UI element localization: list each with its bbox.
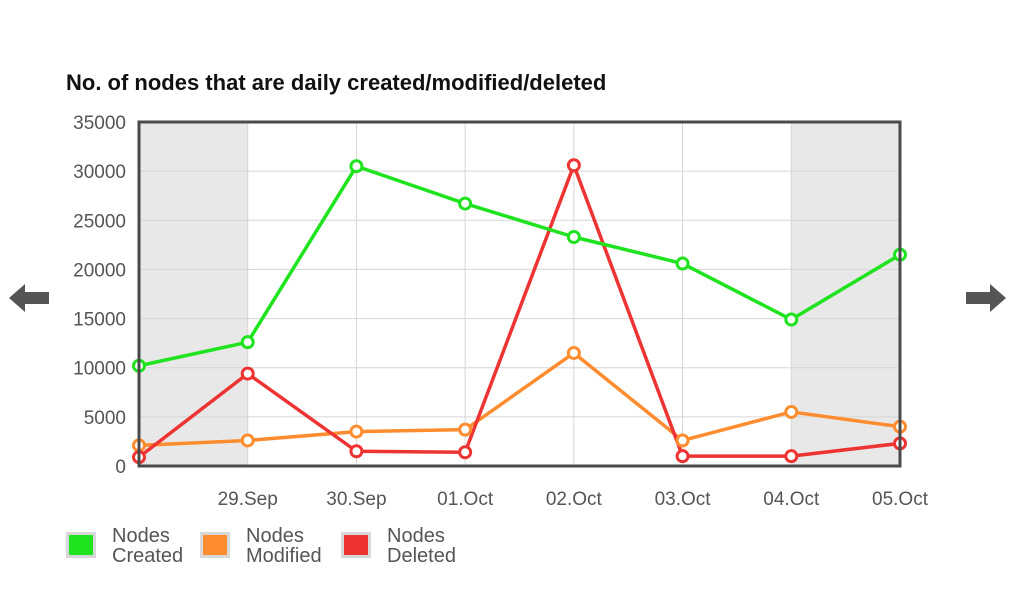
data-point [675, 433, 690, 448]
legend-swatch-created [66, 532, 96, 558]
x-tick-label: 01.Oct [437, 489, 494, 510]
legend-label-modified-line2: Modified [246, 545, 322, 567]
legend-swatch-modified [200, 532, 230, 558]
y-tick-label: 5000 [84, 408, 126, 429]
x-tick-label: 05.Oct [872, 489, 929, 510]
data-point [784, 312, 799, 327]
x-tick-label: 30.Sep [326, 489, 386, 510]
chart-legend: Nodes Created Nodes Modified Nodes Delet… [66, 526, 526, 570]
data-point [458, 422, 473, 437]
y-tick-label: 10000 [73, 359, 126, 380]
arrow-left-icon [9, 284, 49, 312]
next-period-button[interactable] [964, 282, 1008, 314]
data-point [240, 433, 255, 448]
legend-label-created-line2: Created [112, 545, 184, 567]
legend-label-modified-line1: Nodes [246, 525, 304, 547]
legend-label-created-line1: Nodes [112, 525, 170, 547]
x-tick-label: 03.Oct [655, 489, 712, 510]
legend-swatch-deleted [341, 532, 371, 558]
data-point [240, 366, 255, 381]
data-point [349, 159, 364, 174]
series-line [137, 164, 902, 368]
data-point [566, 345, 581, 360]
data-point [566, 158, 581, 173]
line-chart: 35000 30000 25000 20000 15000 10000 5000 0 29.Se… [73, 113, 929, 510]
data-point [240, 335, 255, 350]
y-tick-label: 20000 [73, 260, 126, 281]
data-point [349, 444, 364, 459]
y-tick-label: 25000 [73, 211, 126, 232]
plot-frame [137, 120, 902, 468]
y-tick-label: 30000 [73, 162, 126, 183]
x-tick-label: 29.Sep [218, 489, 278, 510]
previous-period-button[interactable] [7, 282, 51, 314]
y-tick-label: 35000 [73, 113, 126, 134]
data-point [784, 404, 799, 419]
data-point [566, 229, 581, 244]
data-point [349, 424, 364, 439]
y-tick-label: 15000 [73, 310, 126, 331]
series-line [137, 351, 902, 448]
data-point [675, 449, 690, 464]
data-point [784, 449, 799, 464]
data-point [675, 256, 690, 271]
weekend-shading [139, 122, 248, 466]
legend-label-deleted-line1: Nodes [387, 525, 445, 547]
data-point [458, 196, 473, 211]
series-line [137, 163, 902, 459]
data-point [458, 445, 473, 460]
x-tick-label: 04.Oct [763, 489, 820, 510]
legend-label-deleted-line2: Deleted [387, 545, 456, 567]
y-tick-label: 0 [115, 457, 126, 478]
weekend-shading [791, 122, 900, 466]
arrow-right-icon [966, 284, 1006, 312]
chart-title: No. of nodes that are daily created/modi… [66, 70, 607, 95]
x-tick-label: 02.Oct [546, 489, 603, 510]
